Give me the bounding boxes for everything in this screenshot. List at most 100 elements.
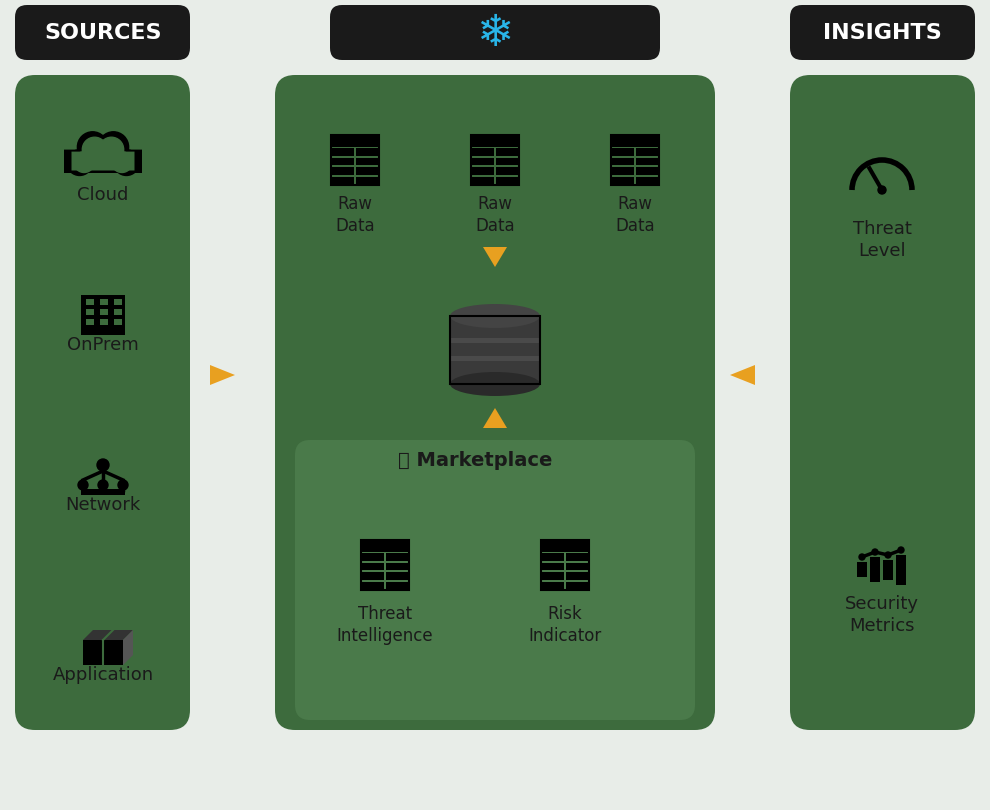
Bar [541,540,589,552]
Bar [870,557,880,582]
Bar [566,562,588,570]
Bar [471,135,519,185]
Bar [566,572,588,579]
Bar [472,167,494,174]
Text: ❄: ❄ [476,11,514,54]
Circle shape [77,132,108,162]
Bar [542,553,564,561]
Bar [332,177,354,184]
Circle shape [78,480,88,490]
FancyBboxPatch shape [71,151,135,170]
Text: Network: Network [65,496,141,514]
Bar [636,148,658,156]
Circle shape [86,137,120,170]
Bar [362,553,384,561]
Bar [496,148,518,156]
Bar [611,135,659,185]
Bar [450,356,540,361]
Polygon shape [730,365,755,385]
FancyBboxPatch shape [790,75,975,730]
Bar [471,135,519,147]
Bar [450,338,540,343]
FancyBboxPatch shape [295,440,695,720]
Bar [356,148,378,156]
Bar [636,177,658,184]
Text: Threat
Intelligence: Threat Intelligence [337,605,434,645]
Bar [362,582,384,589]
Bar [386,582,408,589]
Bar [81,295,125,335]
Text: Raw
Data: Raw Data [475,195,515,235]
FancyBboxPatch shape [15,75,190,730]
Ellipse shape [450,304,540,328]
Circle shape [98,480,108,490]
Text: Threat
Level: Threat Level [852,220,912,260]
Bar [472,177,494,184]
Bar [883,560,893,580]
Circle shape [98,132,129,162]
Bar [566,553,588,561]
Bar [86,309,94,315]
Text: Cloud: Cloud [77,186,129,204]
Text: Application: Application [52,666,153,684]
Circle shape [66,150,92,176]
Bar [450,316,540,384]
Polygon shape [483,408,507,428]
Bar [362,562,384,570]
Polygon shape [83,640,123,665]
Bar [100,299,108,305]
Text: Security
Metrics: Security Metrics [845,595,919,635]
Bar [86,319,94,325]
Bar [361,540,409,590]
Circle shape [878,186,886,194]
Circle shape [73,151,94,173]
Bar [542,572,564,579]
Polygon shape [483,247,507,267]
Circle shape [99,137,124,162]
Text: OnPrem: OnPrem [67,336,139,354]
Bar [496,177,518,184]
Text: SOURCES: SOURCES [45,23,161,43]
Bar [636,157,658,165]
Circle shape [859,554,865,560]
Circle shape [898,547,904,553]
Bar [857,562,867,577]
Bar [386,572,408,579]
Ellipse shape [450,372,540,396]
Bar [612,167,634,174]
Bar [100,319,108,325]
Polygon shape [123,630,133,665]
Text: Risk
Indicator: Risk Indicator [529,605,602,645]
Bar [612,148,634,156]
Circle shape [118,480,128,490]
Circle shape [114,150,140,176]
Text: Raw
Data: Raw Data [336,195,375,235]
FancyBboxPatch shape [64,150,142,173]
Circle shape [872,549,878,555]
FancyBboxPatch shape [330,5,660,60]
Bar [496,167,518,174]
Bar [114,299,122,305]
Polygon shape [83,630,133,640]
Bar [356,157,378,165]
Circle shape [112,151,133,173]
Bar [332,148,354,156]
Bar [114,309,122,315]
Bar [362,572,384,579]
Bar [331,135,379,147]
Bar [86,299,94,305]
Bar [450,316,540,384]
Bar [566,582,588,589]
Bar [331,135,379,185]
Bar [100,309,108,315]
Bar [612,177,634,184]
Circle shape [90,142,116,168]
Bar [896,555,906,585]
Text: Raw
Data: Raw Data [615,195,654,235]
Circle shape [82,137,107,162]
Bar [356,167,378,174]
Bar [472,148,494,156]
Bar [386,562,408,570]
Circle shape [97,459,109,471]
Bar [81,489,125,495]
